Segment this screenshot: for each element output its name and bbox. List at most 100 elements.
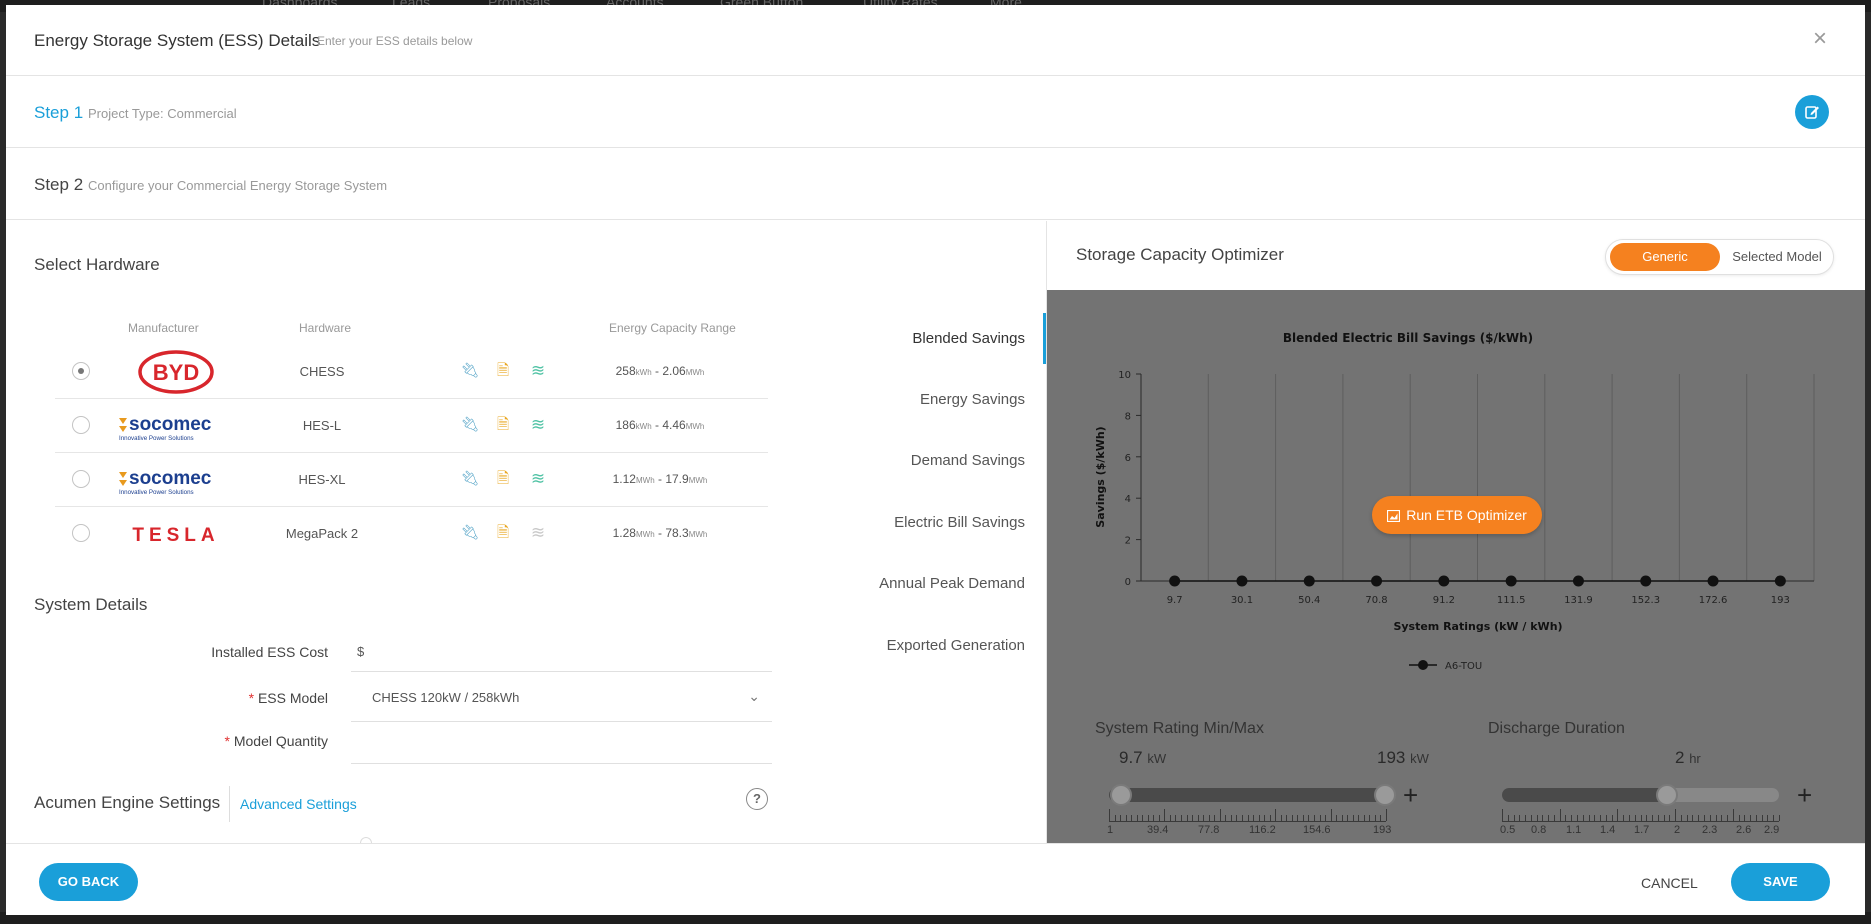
step-1-label: Step 1 <box>34 103 84 122</box>
optimizer-title: Storage Capacity Optimizer <box>1076 245 1284 264</box>
hardware-row-chess[interactable]: BYD CHESS 🔌︎ 🗎 ≋ 258kWh - 2.06MWh <box>55 345 768 399</box>
slider-tick <box>1738 815 1740 821</box>
datasheet-icon[interactable]: 🗎 <box>496 470 510 487</box>
tab-annual-peak-demand[interactable]: Annual Peak Demand <box>879 575 1025 592</box>
hardware-radio[interactable] <box>72 470 90 488</box>
rating-plus-button[interactable]: + <box>1403 780 1419 810</box>
slider-tick <box>1253 815 1255 821</box>
slider-tick <box>1652 815 1654 821</box>
partial-toggle[interactable] <box>360 837 372 843</box>
tab-energy-savings[interactable]: Energy Savings <box>919 391 1025 408</box>
duration-slider-title: Discharge Duration <box>1488 720 1625 737</box>
slider-tick <box>1628 815 1630 821</box>
hardware-name: CHESS <box>299 364 345 379</box>
run-optimizer-button[interactable]: Run ETB Optimizer <box>1372 496 1542 534</box>
go-back-button[interactable]: GO BACK <box>39 863 138 901</box>
modal-header: Energy Storage System (ESS) Details Ente… <box>6 5 1865 76</box>
energy-range: 1.12MWh - 17.9MWh <box>612 472 708 486</box>
slider-tick <box>1158 815 1160 821</box>
socomec-logo-text: socomec <box>129 468 212 489</box>
slider-tick <box>1280 815 1282 821</box>
duration-tick-labels: 0.5 0.8 1.1 1.4 1.7 2 2.3 2.6 2.9 <box>1500 824 1780 836</box>
tab-electric-bill-savings[interactable]: Electric Bill Savings <box>894 514 1025 531</box>
slider-tick <box>1291 815 1293 821</box>
slider-tick <box>1588 815 1590 821</box>
save-button[interactable]: SAVE <box>1731 863 1830 901</box>
step-1-desc: Project Type: Commercial <box>88 106 237 121</box>
waves-icon: ≋ <box>530 361 546 380</box>
cancel-button[interactable]: CANCEL <box>1641 875 1698 891</box>
chart-overlay-area: Blended Electric Bill Savings ($/kWh) 0 2 4… <box>1047 290 1865 843</box>
col-energy-range: Energy Capacity Range <box>609 321 736 335</box>
hardware-radio[interactable] <box>72 524 90 542</box>
slider-tick <box>1164 809 1166 821</box>
rating-slider-track[interactable] <box>1109 788 1386 802</box>
tab-demand-savings[interactable]: Demand Savings <box>910 452 1025 469</box>
rating-min-handle[interactable] <box>1110 784 1133 806</box>
hardware-row-hes-l[interactable]: socomec Innovative Power Solutions HES-L… <box>55 399 768 453</box>
toggle-selected-model[interactable]: Selected Model <box>1732 249 1822 264</box>
installed-cost-field[interactable]: $ <box>351 630 772 672</box>
help-icon[interactable]: ? <box>746 788 768 810</box>
slider-tick <box>1577 815 1579 821</box>
chart-data-point <box>1707 575 1719 587</box>
waves-icon: ≋ <box>530 415 546 434</box>
chart-data-point <box>1303 575 1315 587</box>
slider-tick <box>1623 815 1625 821</box>
slider-tick <box>1219 809 1221 821</box>
tab-exported-generation[interactable]: Exported Generation <box>886 637 1025 654</box>
hardware-radio[interactable] <box>72 416 90 434</box>
close-icon[interactable]: × <box>1812 25 1827 52</box>
slider-tick <box>1241 815 1243 821</box>
duration-slider-track[interactable] <box>1502 788 1673 802</box>
hardware-name: HES-XL <box>298 472 346 487</box>
slider-tick <box>1225 815 1227 821</box>
savings-chart: Blended Electric Bill Savings ($/kWh) 0 2 4… <box>1094 331 1815 672</box>
edit-step-1-button[interactable] <box>1795 95 1829 129</box>
slider-tick <box>1530 815 1532 821</box>
datasheet-icon[interactable]: 🗎 <box>496 416 510 433</box>
rating-max-handle[interactable] <box>1373 784 1396 806</box>
slider-tick <box>1175 815 1177 821</box>
duration-handle[interactable] <box>1655 784 1678 806</box>
chart-y-tick-label: 8 <box>1125 411 1131 422</box>
model-quantity-field[interactable] <box>351 722 772 764</box>
chart-data-point <box>1572 575 1584 587</box>
slider-tick <box>1761 815 1763 821</box>
slider-tick <box>1525 815 1527 821</box>
rating-min-value: 9.7 kW <box>1119 748 1167 767</box>
slider-tick <box>1197 815 1199 821</box>
slider-tick <box>1600 815 1602 821</box>
chart-data-point <box>1774 575 1786 587</box>
ess-model-select[interactable]: CHESS 120kW / 258kWh ⌄ <box>351 676 772 722</box>
model-toggle: Generic Selected Model <box>1605 239 1834 275</box>
byd-logo-text: BYD <box>153 360 199 385</box>
ess-model-label: * ESS Model <box>248 690 328 706</box>
chart-data-point <box>1371 575 1383 587</box>
advanced-settings-link[interactable]: Advanced Settings <box>240 796 357 812</box>
slider-tick <box>1114 815 1116 821</box>
hardware-row-megapack-2[interactable]: TESLA MegaPack 2 🔌︎ 🗎 ≋ 1.28MWh - 78.3MW… <box>55 507 768 561</box>
chart-data-point <box>1505 575 1517 587</box>
hardware-row-hes-xl[interactable]: socomec Innovative Power Solutions HES-X… <box>55 453 768 507</box>
datasheet-icon[interactable]: 🗎 <box>496 362 510 379</box>
slider-tick <box>1605 815 1607 821</box>
installed-cost-label: Installed ESS Cost <box>211 644 328 660</box>
chart-y-tick-label: 2 <box>1125 536 1131 547</box>
datasheet-icon[interactable]: 🗎 <box>496 524 510 541</box>
slider-tick <box>1617 809 1619 821</box>
tab-blended-savings[interactable]: Blended Savings <box>912 330 1025 347</box>
slider-tick <box>1208 815 1210 821</box>
slider-tick <box>1502 809 1503 821</box>
slider-tick <box>1519 815 1521 821</box>
chart-x-tick-label: 172.6 <box>1699 595 1728 606</box>
slider-tick <box>1594 815 1596 821</box>
modal-title: Energy Storage System (ESS) Details <box>34 31 321 50</box>
socomec-logo: socomec Innovative Power Solutions <box>119 414 212 442</box>
toggle-generic[interactable]: Generic <box>1610 243 1720 271</box>
duration-plus-button[interactable]: + <box>1797 780 1813 810</box>
tesla-logo-text: TESLA <box>132 525 219 546</box>
hardware-radio-selected[interactable] <box>72 362 90 380</box>
slider-tick <box>1727 815 1729 821</box>
slider-tick <box>1703 815 1705 821</box>
